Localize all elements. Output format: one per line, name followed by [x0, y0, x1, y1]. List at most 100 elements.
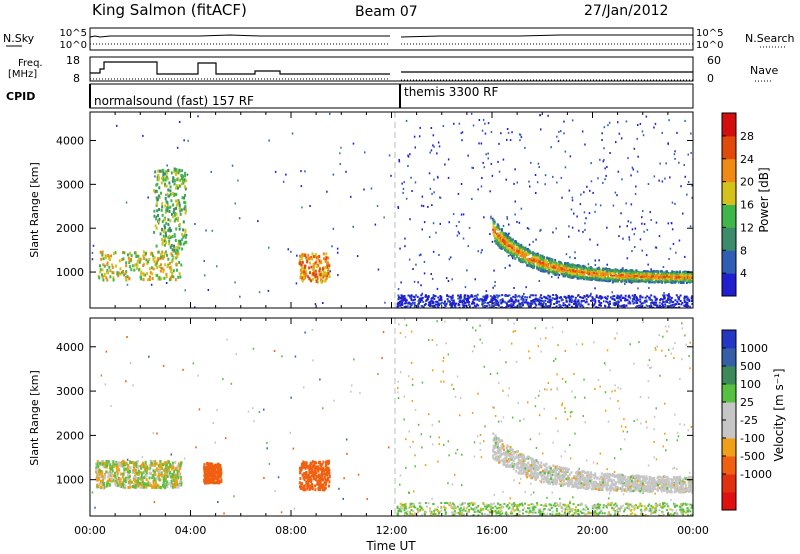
power-noise-cell: [569, 256, 571, 259]
velocity-noise-cell: [216, 409, 218, 412]
power-noise-cell: [466, 269, 468, 272]
power-echo-cell: [144, 253, 147, 257]
power-ground-cell: [560, 299, 563, 302]
power-echo-cell: [326, 261, 329, 265]
power-echo-cell: [652, 270, 655, 273]
velocity-noise-cell: [640, 422, 642, 425]
power-echo-cell: [171, 248, 174, 252]
power-noise-cell: [194, 306, 196, 308]
power-noise-cell: [491, 174, 494, 177]
power-noise-cell: [337, 274, 339, 277]
power-noise-cell: [239, 295, 241, 298]
power-ground-cell: [530, 300, 533, 302]
power-echo-cell: [519, 249, 522, 252]
power-ground-cell: [606, 295, 609, 298]
power-noise-cell: [508, 264, 511, 267]
power-noise-cell: [630, 203, 633, 206]
power-echo-cell: [584, 265, 587, 269]
power-ground-cell: [467, 297, 470, 300]
power-noise-cell: [608, 121, 611, 124]
power-echo-cell: [602, 270, 605, 274]
velocity-echo-cell: [97, 484, 100, 488]
power-ground-cell: [553, 303, 556, 305]
power-ground-cell: [656, 304, 659, 307]
power-echo-cell: [319, 267, 321, 271]
power-noise-cell: [611, 291, 613, 294]
power-echo-cell: [301, 279, 304, 283]
power-echo-cell: [557, 269, 560, 272]
power-ground-cell: [435, 300, 438, 303]
velocity-echo-cell: [126, 465, 129, 469]
power-echo-cell: [543, 255, 546, 259]
power-echo-cell: [303, 254, 306, 257]
power-ground-cell: [413, 306, 416, 308]
power-echo-cell: [163, 218, 166, 221]
power-echo-cell: [651, 275, 654, 278]
power-echo-cell: [324, 259, 327, 263]
power-noise-cell: [430, 127, 433, 129]
power-ground-cell: [457, 303, 460, 306]
velocity-noise-cell: [664, 325, 667, 328]
power-noise-cell: [419, 126, 421, 129]
power-echo-cell: [183, 200, 186, 204]
power-ground-cell: [673, 304, 675, 307]
power-echo-cell: [111, 263, 114, 267]
velocity-echo-cell: [95, 476, 98, 480]
velocity-noise-cell: [258, 411, 261, 413]
power-echo-cell: [138, 260, 141, 264]
power-ground-cell: [492, 305, 495, 308]
power-noise-cell: [675, 251, 677, 254]
power-echo-cell: [321, 267, 324, 271]
power-echo-cell: [602, 267, 605, 270]
velocity-echo-cell: [126, 470, 129, 473]
power-echo-cell: [628, 275, 631, 278]
power-echo-cell: [577, 265, 580, 268]
velocity-echo-cell: [160, 462, 163, 466]
power-echo-cell: [320, 278, 323, 282]
power-ground-cell: [457, 294, 460, 297]
velocity-echo-cell: [207, 462, 210, 466]
power-echo-cell: [304, 268, 307, 272]
power-ground-cell: [497, 304, 500, 307]
power-noise-cell: [561, 196, 563, 199]
power-noise-cell: [538, 280, 541, 282]
power-ground-cell: [445, 302, 448, 305]
power-ground-cell: [663, 297, 666, 300]
power-echo-cell: [161, 177, 164, 180]
power-echo-cell: [612, 276, 615, 279]
power-ground-cell: [520, 303, 523, 306]
nsky-line-2: [400, 34, 693, 38]
power-echo-cell: [635, 275, 638, 278]
power-ground-cell: [681, 301, 684, 304]
power-echo-cell: [572, 265, 575, 269]
power-echo-cell: [184, 211, 187, 215]
power-noise-cell: [238, 217, 241, 220]
nsky-tick-hi: 10^5: [60, 28, 87, 39]
power-ground-cell: [468, 305, 471, 308]
power-noise-cell: [421, 228, 423, 231]
power-colorbar-tick-label: 20: [740, 176, 754, 189]
velocity-noise-cell: [500, 420, 503, 423]
power-ground-cell: [518, 294, 520, 297]
power-echo-cell: [165, 208, 168, 212]
power-echo-cell: [167, 223, 170, 227]
power-ground-cell: [595, 296, 598, 299]
power-echo-cell: [159, 232, 162, 236]
velocity-noise-cell: [622, 504, 625, 507]
power-echo-cell: [573, 271, 576, 274]
power-echo-cell: [314, 253, 317, 256]
nsky-line-1: [89, 34, 390, 38]
velocity-noise-cell: [681, 322, 683, 325]
power-ground-cell: [648, 296, 651, 299]
velocity-echo-cell: [176, 474, 179, 478]
power-echo-cell: [156, 209, 159, 213]
power-ground-cell: [607, 306, 610, 308]
power-ground-cell: [406, 302, 409, 305]
power-echo-cell: [635, 278, 638, 281]
power-ground-cell: [492, 297, 495, 300]
power-echo-cell: [184, 174, 187, 178]
power-echo-cell: [551, 262, 554, 266]
velocity-echo-cell: [155, 462, 158, 466]
velocity-noise-cell: [551, 326, 554, 329]
velocity-noise-cell: [223, 512, 225, 515]
